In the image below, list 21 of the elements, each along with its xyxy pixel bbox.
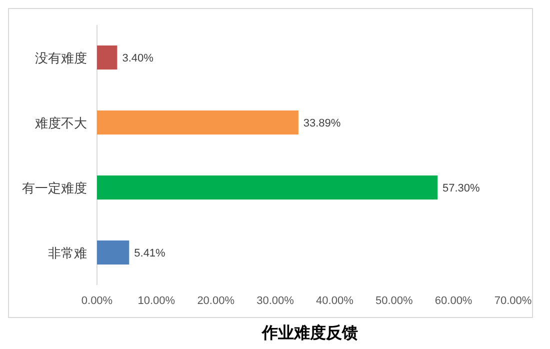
y-tick-label: 难度不大 xyxy=(34,116,87,130)
x-tick-label: 70.00% xyxy=(494,295,532,307)
y-tick-label: 没有难度 xyxy=(35,50,87,66)
x-tick-label: 40.00% xyxy=(316,295,354,307)
x-tick-label: 20.00% xyxy=(197,295,235,307)
x-tick-label: 30.00% xyxy=(256,295,294,307)
data-label: 3.40% xyxy=(122,52,154,64)
y-tick-label: 有一定难度 xyxy=(22,180,87,196)
bar xyxy=(97,110,298,135)
x-tick-label: 50.00% xyxy=(375,295,414,307)
bar xyxy=(97,240,130,265)
x-tick-label: 60.00% xyxy=(434,295,472,307)
y-tick-label: 非常难 xyxy=(48,246,87,260)
x-tick-label: 10.00% xyxy=(138,295,176,307)
text: 作业难度反馈 xyxy=(261,323,358,342)
data-label: 33.89% xyxy=(303,118,341,130)
data-label: 57.30% xyxy=(442,182,480,194)
data-label: 5.41% xyxy=(134,248,166,260)
bar xyxy=(97,175,438,200)
bar xyxy=(97,45,118,70)
x-tick-label: 0.00% xyxy=(81,295,113,307)
